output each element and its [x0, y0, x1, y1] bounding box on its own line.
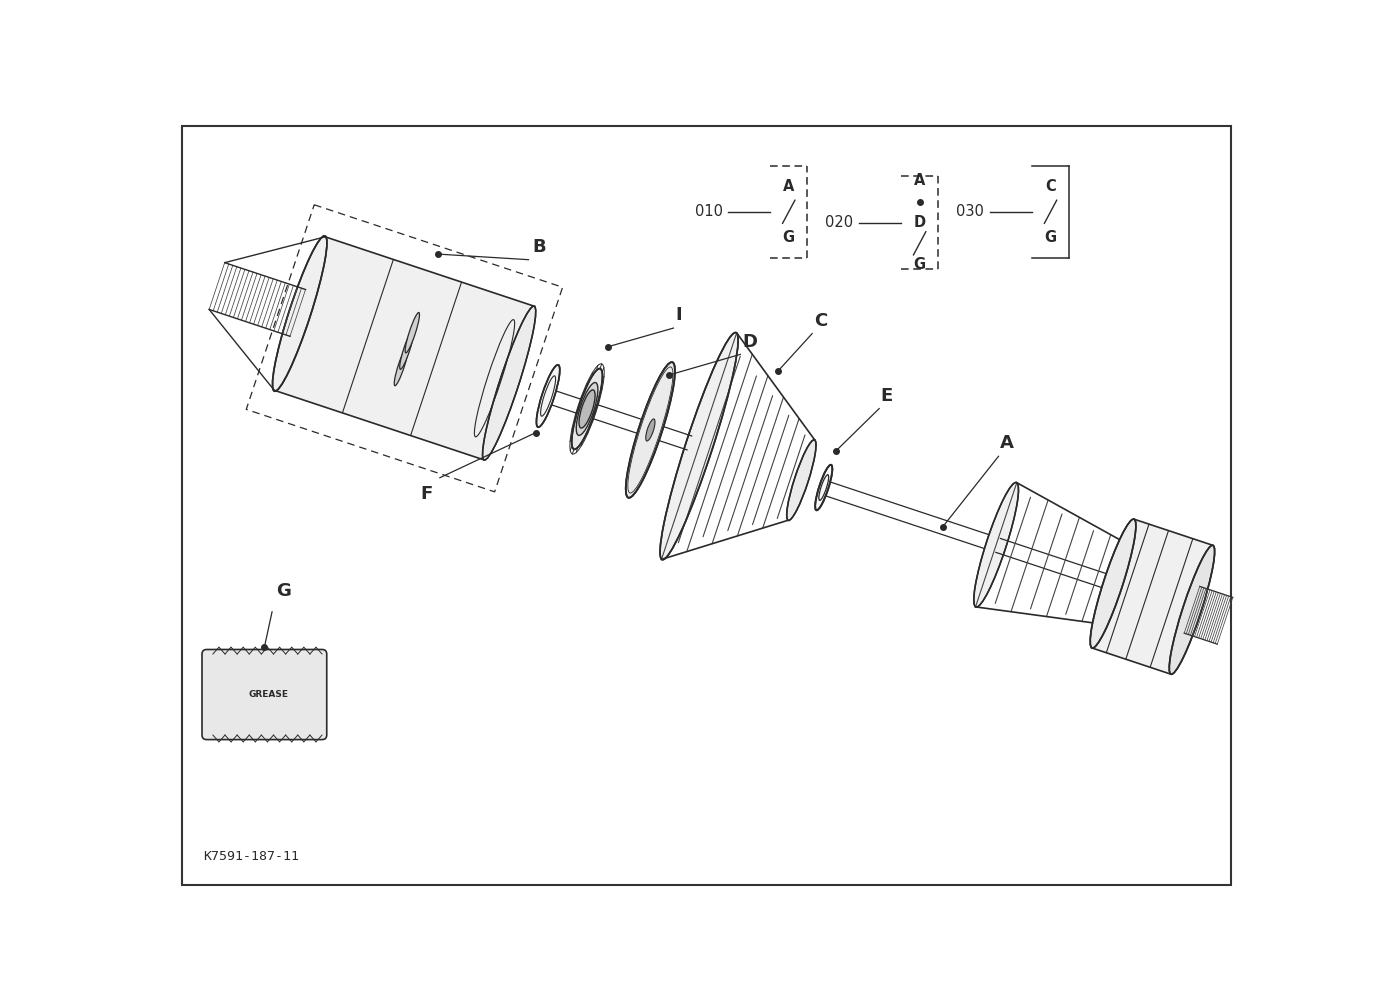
Text: G: G [1044, 229, 1056, 244]
Ellipse shape [405, 312, 419, 352]
Ellipse shape [273, 236, 327, 391]
Ellipse shape [576, 382, 598, 435]
Text: F: F [421, 485, 432, 504]
Ellipse shape [572, 368, 603, 449]
Ellipse shape [394, 345, 408, 385]
Text: I: I [674, 306, 681, 324]
Text: 030: 030 [957, 204, 985, 219]
Text: E: E [881, 386, 894, 404]
Ellipse shape [645, 419, 655, 441]
Text: K7591-187-11: K7591-187-11 [203, 850, 299, 863]
Text: A: A [1000, 434, 1014, 452]
Ellipse shape [483, 306, 536, 460]
Text: G: G [276, 583, 291, 601]
Ellipse shape [626, 362, 674, 497]
Ellipse shape [1169, 546, 1215, 675]
Text: 020: 020 [825, 215, 854, 230]
FancyBboxPatch shape [201, 650, 327, 740]
Polygon shape [274, 237, 535, 459]
Text: B: B [532, 238, 546, 256]
Text: C: C [1045, 179, 1056, 194]
Text: A: A [914, 173, 925, 188]
Ellipse shape [400, 329, 414, 369]
Text: C: C [814, 311, 827, 329]
Ellipse shape [786, 439, 816, 521]
Ellipse shape [661, 332, 738, 560]
Text: D: D [742, 332, 757, 350]
Text: G: G [913, 256, 925, 271]
Text: A: A [783, 179, 794, 194]
Text: GREASE: GREASE [248, 690, 288, 699]
Text: 010: 010 [695, 204, 723, 219]
Ellipse shape [536, 364, 560, 427]
Ellipse shape [815, 464, 833, 511]
Ellipse shape [1091, 520, 1136, 648]
Text: D: D [913, 215, 925, 230]
Ellipse shape [579, 389, 596, 428]
Text: G: G [783, 229, 794, 244]
Polygon shape [1092, 520, 1212, 674]
Ellipse shape [974, 482, 1019, 607]
